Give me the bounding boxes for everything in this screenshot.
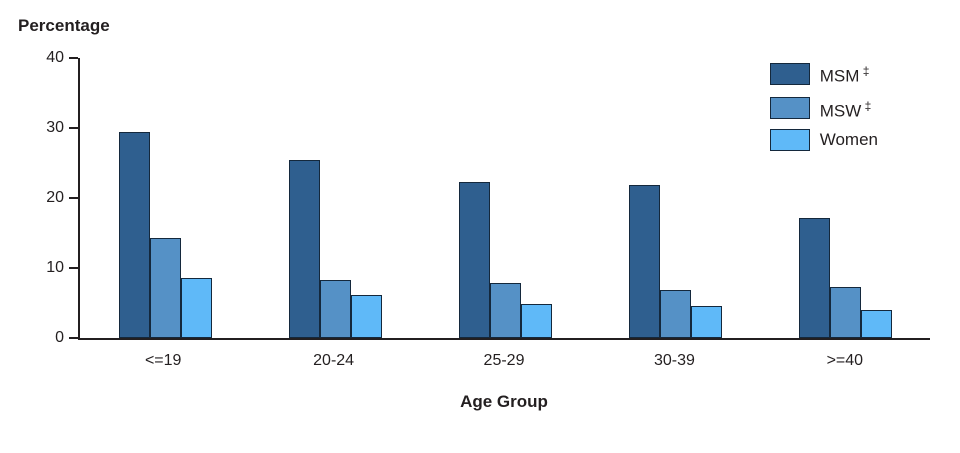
legend-swatch: [769, 62, 810, 85]
bar-women-<=19: [180, 277, 212, 338]
y-tick: [69, 267, 78, 269]
x-axis-labels: <=19 20-24 25-29 30-39 >=40: [78, 352, 930, 370]
x-tick-label: 25-29: [483, 352, 525, 369]
legend-label: Women: [819, 130, 878, 150]
x-axis-title: Age Group: [460, 392, 548, 411]
x-tick-label: >=40: [826, 352, 864, 369]
legend: MSM ‡ MSW ‡ Women: [769, 60, 878, 152]
bar-msw-<=19: [149, 237, 181, 338]
bar-msm-20-24: [288, 159, 320, 338]
y-tick: [69, 197, 78, 199]
y-tick: [69, 57, 78, 59]
y-tick-label: 10: [46, 259, 64, 276]
y-tick-label: 20: [46, 189, 64, 206]
legend-item-msm: MSM ‡: [769, 60, 878, 88]
bar-msw-20-24: [319, 279, 351, 338]
x-tick-label: 30-39: [653, 352, 695, 369]
y-tick-label: 0: [55, 329, 64, 346]
bar-msw-25-29: [489, 283, 521, 338]
bar-women-30-39: [690, 305, 722, 338]
legend-item-women: Women: [769, 129, 878, 152]
legend-label: MSM ‡: [819, 64, 870, 86]
bar-msm-25-29: [458, 181, 490, 338]
bar-group-<=19: [80, 58, 250, 338]
bar-group->=40: [760, 58, 930, 338]
x-tick-label: 20-24: [313, 352, 355, 369]
bar-msw-30-39: [659, 290, 691, 338]
bar-msm-<=19: [118, 132, 150, 338]
legend-label: MSW ‡: [819, 98, 872, 121]
y-tick: [69, 127, 78, 129]
legend-item-msw: MSW ‡: [769, 95, 878, 123]
bar-women-20-24: [350, 295, 382, 338]
y-axis-title: Percentage: [18, 16, 110, 35]
y-tick-label: 40: [46, 49, 64, 66]
plot-area: MSM ‡ MSW ‡ Women 0 10 20 30 40: [46, 49, 930, 346]
bar-msw->=40: [829, 286, 861, 338]
bar-women-25-29: [520, 304, 552, 338]
bar-group-25-29: [420, 58, 590, 338]
bar-group-30-39: [590, 58, 760, 338]
bar-msm-30-39: [628, 185, 660, 338]
y-tick: [69, 337, 78, 339]
y-tick-label: 30: [46, 119, 64, 136]
x-tick-label: <=19: [144, 352, 182, 369]
bar-group-20-24: [250, 58, 420, 338]
bar-women->=40: [860, 310, 892, 338]
legend-swatch: [769, 129, 810, 152]
bar-msm->=40: [798, 217, 830, 338]
legend-swatch: [769, 97, 810, 120]
